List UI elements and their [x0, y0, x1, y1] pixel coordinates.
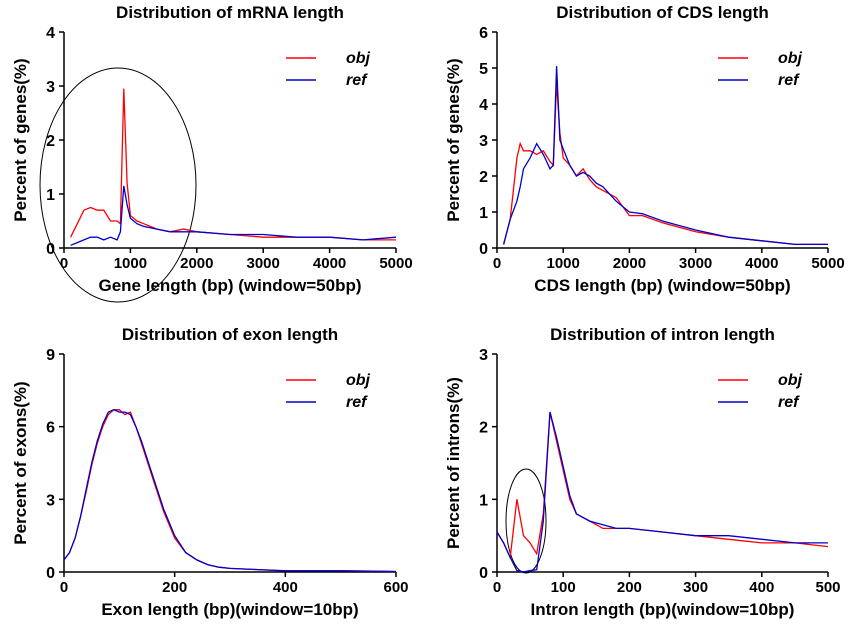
- y-tick-label: 0: [479, 565, 488, 582]
- x-axis-label: Gene length (bp) (window=50bp): [98, 276, 361, 295]
- chart-title: Distribution of exon length: [122, 325, 338, 344]
- y-tick-label: 0: [46, 241, 55, 258]
- chart-title: Distribution of intron length: [550, 325, 775, 344]
- legend-label: obj: [778, 50, 803, 67]
- y-tick-label: 2: [479, 169, 488, 186]
- legend-label: obj: [778, 372, 803, 389]
- y-tick-label: 3: [479, 347, 488, 364]
- x-tick-label: 4000: [745, 255, 778, 272]
- x-tick-label: 400: [273, 579, 298, 596]
- y-axis-label: Percent of genes(%): [11, 58, 30, 221]
- y-tick-label: 4: [479, 97, 488, 114]
- x-tick-label: 400: [749, 579, 774, 596]
- y-axis-label: Percent of exons(%): [11, 381, 30, 544]
- x-tick-label: 200: [617, 579, 642, 596]
- x-tick-label: 3000: [247, 255, 280, 272]
- x-tick-label: 2000: [180, 255, 213, 272]
- x-tick-label: 0: [60, 255, 68, 272]
- y-tick-label: 6: [46, 420, 55, 437]
- x-tick-label: 1000: [114, 255, 147, 272]
- x-tick-label: 300: [683, 579, 708, 596]
- x-tick-label: 100: [551, 579, 576, 596]
- x-axis-label: CDS length (bp) (window=50bp): [534, 276, 790, 295]
- y-axis-label: Percent of introns(%): [444, 377, 463, 549]
- legend-label: ref: [778, 72, 800, 89]
- series-line: [496, 411, 828, 573]
- legend-label: ref: [778, 394, 800, 411]
- y-tick-label: 2: [46, 133, 55, 150]
- x-tick-label: 0: [493, 255, 501, 272]
- series-line: [70, 88, 396, 241]
- legend-label: ref: [346, 72, 368, 89]
- x-tick-label: 200: [162, 579, 187, 596]
- y-tick-label: 3: [479, 133, 488, 150]
- legend-label: obj: [346, 50, 371, 67]
- y-tick-label: 3: [46, 79, 55, 96]
- x-axis-label: Exon length (bp)(window=10bp): [101, 600, 358, 619]
- x-tick-label: 600: [383, 579, 408, 596]
- x-tick-label: 4000: [313, 255, 346, 272]
- y-tick-label: 6: [479, 25, 488, 42]
- y-tick-label: 5: [479, 61, 488, 78]
- x-tick-label: 0: [60, 579, 68, 596]
- legend-label: ref: [346, 394, 368, 411]
- series-line: [496, 411, 829, 560]
- x-tick-label: 3000: [679, 255, 712, 272]
- series-line: [70, 185, 397, 246]
- highlight-ellipse: [505, 468, 547, 574]
- legend-label: obj: [346, 372, 371, 389]
- y-tick-label: 4: [46, 25, 55, 42]
- y-tick-label: 0: [479, 241, 488, 258]
- x-tick-label: 5000: [379, 255, 412, 272]
- y-tick-label: 1: [479, 492, 488, 509]
- y-tick-label: 2: [479, 420, 488, 437]
- y-tick-label: 1: [479, 205, 488, 222]
- highlight-ellipse: [39, 67, 197, 303]
- chart-title: Distribution of mRNA length: [116, 3, 344, 22]
- y-tick-label: 3: [46, 492, 55, 509]
- series-line: [63, 409, 397, 573]
- y-axis-label: Percent of genes(%): [444, 58, 463, 221]
- y-tick-label: 9: [46, 347, 55, 364]
- chart-title: Distribution of CDS length: [556, 3, 768, 22]
- series-line: [502, 82, 828, 246]
- x-axis-label: Intron length (bp)(window=10bp): [531, 600, 795, 619]
- x-tick-label: 500: [815, 579, 840, 596]
- x-tick-label: 2000: [613, 255, 646, 272]
- series-line: [502, 66, 828, 246]
- y-tick-label: 0: [46, 565, 55, 582]
- x-tick-label: 1000: [547, 255, 580, 272]
- y-tick-label: 1: [46, 187, 55, 204]
- series-line: [63, 408, 397, 573]
- x-tick-label: 5000: [811, 255, 844, 272]
- x-tick-label: 0: [493, 579, 501, 596]
